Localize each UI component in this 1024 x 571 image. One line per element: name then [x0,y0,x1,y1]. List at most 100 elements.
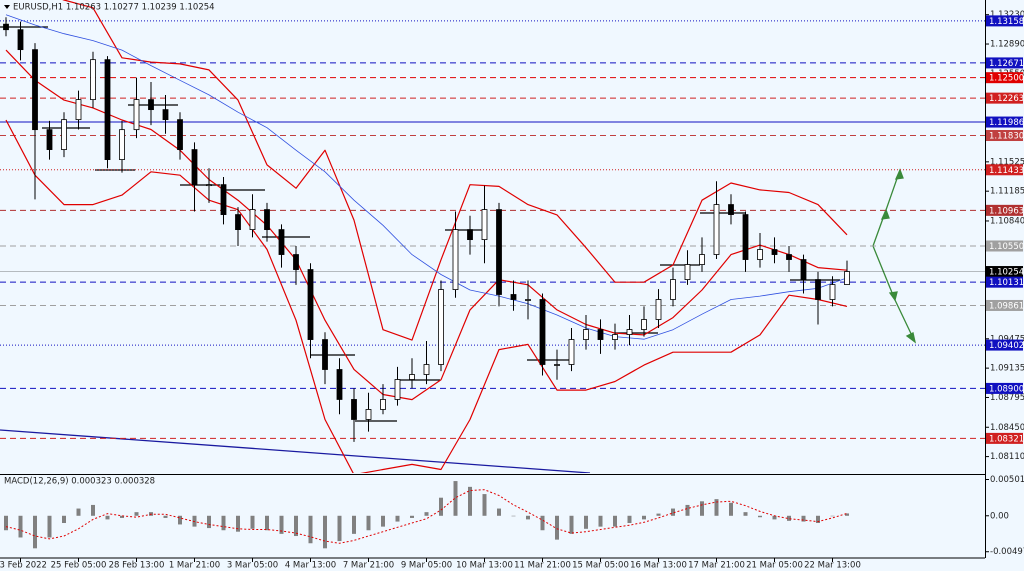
candle-body [757,249,763,260]
macd-bar [91,504,95,516]
x-tick-label: 16 Mar 13:00 [630,561,687,571]
x-tick-label: 23 Feb 2022 [0,561,47,571]
level-label: 1.12500 [989,74,1024,84]
candle-body [119,129,125,160]
symbol-marker [4,5,10,9]
indicator-line [5,119,848,473]
y-tick-label: 1.13230 [990,10,1024,20]
chart-title: EURUSD,H1 1.10263 1.10277 1.10239 1.1025… [13,3,215,13]
x-tick-label: 21 Mar 05:00 [746,561,803,571]
price-plot [0,0,985,473]
macd-bar [163,515,168,518]
macd-bar [656,513,661,516]
macd-bar [772,515,777,520]
macd-bar [845,513,849,516]
y-tick-label: 1.09475 [990,334,1024,344]
candle-body [336,369,343,400]
level-label-bg [986,432,1023,444]
level-label-bg [986,164,1023,176]
candle-body [800,259,807,280]
candle-body [742,214,749,260]
macd-bar [76,508,81,516]
candle-body [3,23,9,31]
level-label: 1.09402 [989,341,1024,351]
level-label: 1.11986 [989,118,1024,128]
candle-body [177,119,183,150]
macd-bar [250,515,255,529]
macd-bar [120,515,124,518]
level-label: 1.11830 [989,132,1024,142]
candle-body [307,269,314,340]
x-tick-label: 9 Mar 05:00 [401,561,452,571]
x-tick-label: 28 Feb 13:00 [109,561,165,571]
candle-body [409,374,415,380]
macd-bar [221,515,226,531]
macd-bar [18,515,23,538]
candle-body [496,209,502,295]
candle-body [684,264,691,280]
macd-bar [729,502,733,516]
candle-body [583,329,589,340]
candle-body [206,184,212,187]
y-tick-label: 0.00 [990,511,1009,521]
candle-body [829,284,836,300]
level-label-bg [986,130,1023,142]
level-label: 1.08900 [989,384,1024,394]
macd-bar [584,515,588,529]
candle-body [220,184,227,215]
level-label: 1.10254 [989,268,1024,278]
candle-body [394,379,401,400]
level-label: 1.08321 [989,434,1024,444]
y-tick-label: 1.08110 [990,452,1024,462]
x-tick-label: 10 Mar 13:00 [456,561,513,571]
indicator-line [5,49,848,401]
level-label: 1.09861 [989,301,1024,311]
candle-body [75,99,82,121]
macd-bar [816,515,820,524]
macd-bar [787,515,791,521]
candle-body [90,59,96,101]
candle-body [699,254,705,265]
candle-body [249,209,256,230]
candle-body [438,289,444,365]
macd-bar [598,515,603,527]
macd-bar [569,515,574,534]
macd-bar [294,515,298,537]
y-tick-label: 1.12890 [990,40,1024,50]
level-label: 1.10550 [989,242,1024,252]
indicator-line [62,0,848,341]
y-tick-label: 1.10840 [990,216,1024,226]
level-label-bg [986,92,1023,104]
candle-body [612,334,618,340]
macd-bar [178,515,182,525]
macd-bar [511,515,516,517]
candle-body [713,204,720,255]
macd-bar [627,515,632,524]
y-tick-label: 1.09135 [990,364,1024,374]
level-label: 1.10963 [989,206,1024,216]
level-label-bg [986,116,1023,128]
macd-bar [337,515,342,542]
macd-bar [758,515,762,518]
candle-body [815,279,821,300]
macd-bar [207,515,211,529]
macd-bar [236,515,240,532]
macd-bar [134,512,139,516]
macd-bar [555,515,559,540]
candle-body [626,329,633,335]
macd-bar [482,494,487,516]
y-tick-label: 1.11185 [990,187,1024,197]
level-label-bg [986,339,1023,351]
candle-body [771,249,778,255]
macd-bar [700,501,704,516]
x-tick-label: 7 Mar 21:00 [343,561,394,571]
candle-body [17,29,24,51]
signal-line [5,489,848,544]
macd-bar [62,515,66,524]
level-label: 1.13158 [989,17,1024,27]
level-label-bg [986,299,1023,311]
macd-bar [830,515,835,517]
macd-title: MACD(12,26,9) 0.000323 0.000328 [4,477,155,487]
